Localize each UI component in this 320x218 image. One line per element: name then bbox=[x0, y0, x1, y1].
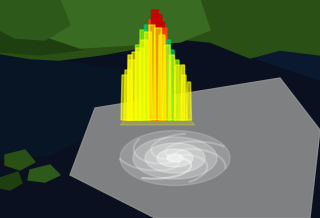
Polygon shape bbox=[131, 52, 141, 120]
Polygon shape bbox=[120, 120, 195, 125]
Polygon shape bbox=[127, 55, 132, 120]
Polygon shape bbox=[161, 28, 167, 120]
Polygon shape bbox=[174, 65, 181, 120]
Polygon shape bbox=[144, 25, 152, 120]
Polygon shape bbox=[120, 131, 230, 186]
Polygon shape bbox=[148, 25, 156, 120]
Polygon shape bbox=[5, 150, 35, 170]
Polygon shape bbox=[140, 30, 147, 120]
Polygon shape bbox=[157, 22, 165, 120]
Polygon shape bbox=[0, 0, 320, 70]
Polygon shape bbox=[0, 90, 90, 160]
Polygon shape bbox=[154, 15, 163, 120]
Polygon shape bbox=[168, 55, 172, 120]
Polygon shape bbox=[0, 0, 70, 40]
Polygon shape bbox=[135, 45, 141, 120]
Polygon shape bbox=[140, 40, 148, 120]
Polygon shape bbox=[70, 78, 320, 218]
Polygon shape bbox=[158, 35, 166, 120]
Polygon shape bbox=[0, 0, 110, 55]
Polygon shape bbox=[165, 40, 171, 120]
Polygon shape bbox=[169, 55, 175, 120]
Polygon shape bbox=[143, 32, 153, 120]
Polygon shape bbox=[135, 48, 145, 120]
Polygon shape bbox=[170, 50, 174, 120]
Polygon shape bbox=[0, 172, 22, 190]
Polygon shape bbox=[180, 0, 320, 80]
Polygon shape bbox=[153, 35, 157, 120]
Polygon shape bbox=[151, 10, 159, 120]
Polygon shape bbox=[187, 82, 191, 120]
Polygon shape bbox=[124, 70, 132, 120]
Polygon shape bbox=[50, 0, 210, 48]
Polygon shape bbox=[0, 55, 160, 130]
Polygon shape bbox=[160, 32, 166, 120]
Polygon shape bbox=[181, 75, 187, 120]
Polygon shape bbox=[142, 48, 148, 120]
Polygon shape bbox=[174, 60, 180, 120]
Polygon shape bbox=[148, 20, 156, 120]
Polygon shape bbox=[127, 60, 137, 120]
Polygon shape bbox=[181, 65, 185, 120]
Polygon shape bbox=[133, 137, 217, 179]
Polygon shape bbox=[167, 154, 183, 162]
Polygon shape bbox=[121, 75, 129, 120]
Polygon shape bbox=[145, 143, 205, 173]
Polygon shape bbox=[28, 165, 60, 182]
Polygon shape bbox=[154, 28, 163, 120]
Polygon shape bbox=[163, 45, 171, 120]
Polygon shape bbox=[157, 149, 193, 167]
